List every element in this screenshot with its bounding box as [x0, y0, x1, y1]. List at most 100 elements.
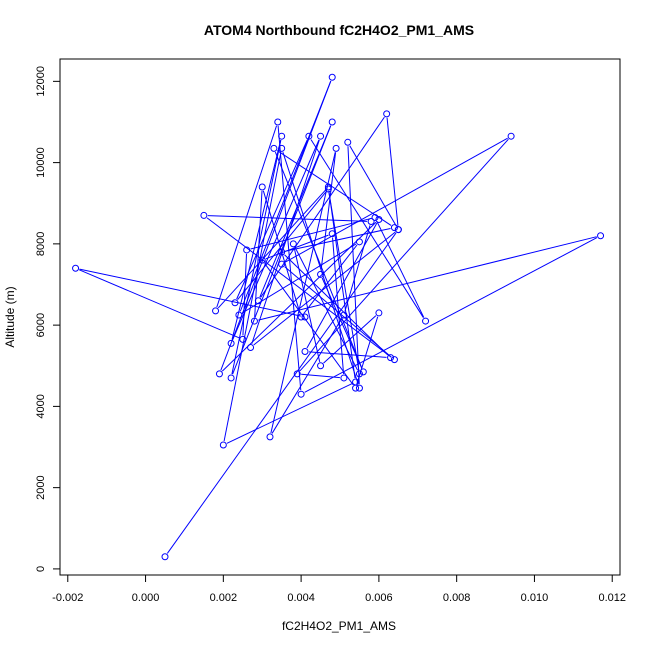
data-point	[301, 313, 309, 321]
data-point	[344, 138, 352, 146]
data-point	[278, 144, 286, 152]
data-point	[355, 384, 363, 392]
data-point	[289, 240, 297, 248]
series-points	[72, 73, 605, 561]
series-segment	[376, 220, 425, 318]
x-tick-label: 0.000	[132, 592, 160, 604]
data-point	[227, 339, 235, 347]
x-axis: -0.002 0.000 0.002 0.004 0.006 0.008 0.010 0.01…	[52, 574, 626, 604]
data-point	[355, 238, 363, 246]
series-segment	[166, 232, 397, 554]
data-point	[200, 211, 208, 219]
data-point	[297, 313, 305, 321]
series-segment	[304, 237, 598, 393]
y-tick-label: 12000	[35, 66, 47, 97]
data-point	[375, 215, 383, 223]
series-segment	[264, 263, 354, 386]
series-segment	[277, 125, 302, 391]
series-segment	[254, 190, 263, 318]
y-axis: 0 2000 4000 6000 8000 10000 12000	[35, 66, 60, 572]
data-point	[243, 246, 251, 254]
data-point	[278, 260, 286, 268]
data-point	[390, 224, 398, 232]
data-point	[422, 317, 430, 325]
data-point	[274, 118, 282, 126]
series-segment	[231, 139, 282, 340]
x-tick-label: -0.002	[52, 592, 83, 604]
series-segment	[344, 225, 371, 312]
x-tick-label: 0.002	[210, 592, 238, 604]
data-point	[324, 185, 332, 193]
data-point	[266, 433, 274, 441]
series-segment	[308, 351, 387, 358]
y-tick-label: 2000	[35, 475, 47, 499]
series-segment	[349, 145, 397, 227]
data-point	[297, 390, 305, 398]
data-point	[340, 311, 348, 319]
series-segment	[332, 237, 345, 374]
data-point	[239, 335, 247, 343]
series-segment	[226, 383, 353, 444]
data-point	[219, 441, 227, 449]
data-point	[317, 270, 325, 278]
data-point	[227, 374, 235, 382]
series-segment	[250, 217, 372, 250]
series-segment	[220, 80, 332, 371]
data-point	[305, 132, 313, 140]
series-segment	[236, 139, 308, 300]
data-point	[254, 297, 262, 305]
data-point	[371, 213, 379, 221]
data-point	[250, 317, 258, 325]
data-point	[352, 384, 360, 392]
data-point	[293, 370, 301, 378]
data-point	[507, 132, 515, 140]
data-point	[72, 264, 80, 272]
series-segment	[270, 152, 336, 434]
data-point	[278, 248, 286, 256]
data-point	[301, 348, 309, 356]
chart-title: ATOM4 Northbound fC2H4O2_PM1_AMS	[204, 22, 474, 38]
x-tick-label: 0.008	[443, 592, 471, 604]
y-tick-label: 0	[35, 566, 47, 572]
y-tick-label: 6000	[35, 313, 47, 337]
series-segment	[294, 247, 359, 371]
series-segment	[306, 222, 378, 349]
data-point	[383, 110, 391, 118]
x-tick-label: 0.004	[287, 592, 315, 604]
data-point	[270, 144, 278, 152]
series-segment	[285, 227, 391, 252]
data-point	[597, 232, 605, 240]
series-segment	[299, 138, 509, 372]
data-point	[258, 183, 266, 191]
data-point	[332, 144, 340, 152]
series-segment	[284, 137, 508, 263]
series-segment	[253, 231, 396, 346]
data-point	[328, 73, 336, 81]
series-segment	[79, 268, 302, 317]
y-axis-label: Altitude (m)	[3, 286, 17, 347]
series-segment	[293, 247, 321, 362]
series-segment	[386, 117, 399, 226]
data-point	[317, 132, 325, 140]
series-segment	[274, 151, 363, 369]
series-segment	[282, 152, 359, 385]
y-tick-label: 10000	[35, 147, 47, 178]
series-segment	[217, 189, 327, 309]
series-segment	[328, 192, 360, 371]
data-point	[394, 226, 402, 234]
data-point	[247, 343, 255, 351]
data-point	[161, 553, 169, 561]
data-point	[231, 299, 239, 307]
y-tick-label: 4000	[35, 394, 47, 418]
series-segment	[237, 191, 327, 301]
data-point	[367, 218, 375, 226]
series-segment	[232, 139, 320, 340]
series-segment	[301, 373, 340, 379]
series-segment	[303, 244, 358, 315]
series-line	[79, 80, 598, 554]
data-point	[215, 370, 223, 378]
plot-frame	[59, 58, 621, 576]
data-point	[212, 307, 220, 315]
series-segment	[265, 234, 329, 260]
